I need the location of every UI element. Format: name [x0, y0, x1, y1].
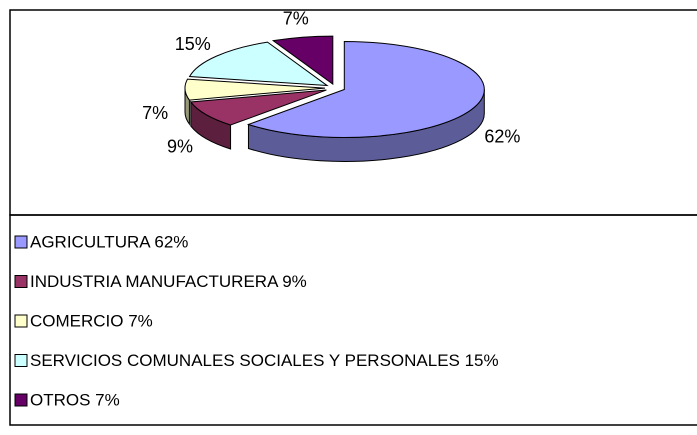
data-label: 7%: [283, 8, 309, 28]
data-label: 62%: [484, 127, 520, 147]
slice: [184, 78, 326, 101]
legend-swatch: [14, 235, 28, 249]
slice: [189, 89, 327, 126]
legend-label: COMERCIO 7%: [30, 311, 153, 330]
legend-label: INDUSTRIA MANUFACTURERA 9%: [30, 272, 307, 291]
data-label: 7%: [142, 103, 168, 123]
legend-label: AGRICULTURA 62%: [30, 232, 188, 251]
data-label: 15%: [175, 34, 211, 54]
legend-swatch: [14, 275, 28, 288]
data-label: 9%: [167, 136, 193, 156]
legend-label: OTROS 7%: [30, 390, 120, 409]
legend-swatch: [14, 354, 28, 367]
legend-swatch: [14, 314, 28, 328]
legend-frame: [9, 214, 697, 426]
slice: [188, 41, 329, 87]
slice: [271, 35, 334, 86]
legend-swatch: [14, 393, 28, 407]
legend-label: SERVICIOS COMUNALES SOCIALES Y PERSONALE…: [30, 351, 499, 370]
slice: [246, 40, 485, 138]
